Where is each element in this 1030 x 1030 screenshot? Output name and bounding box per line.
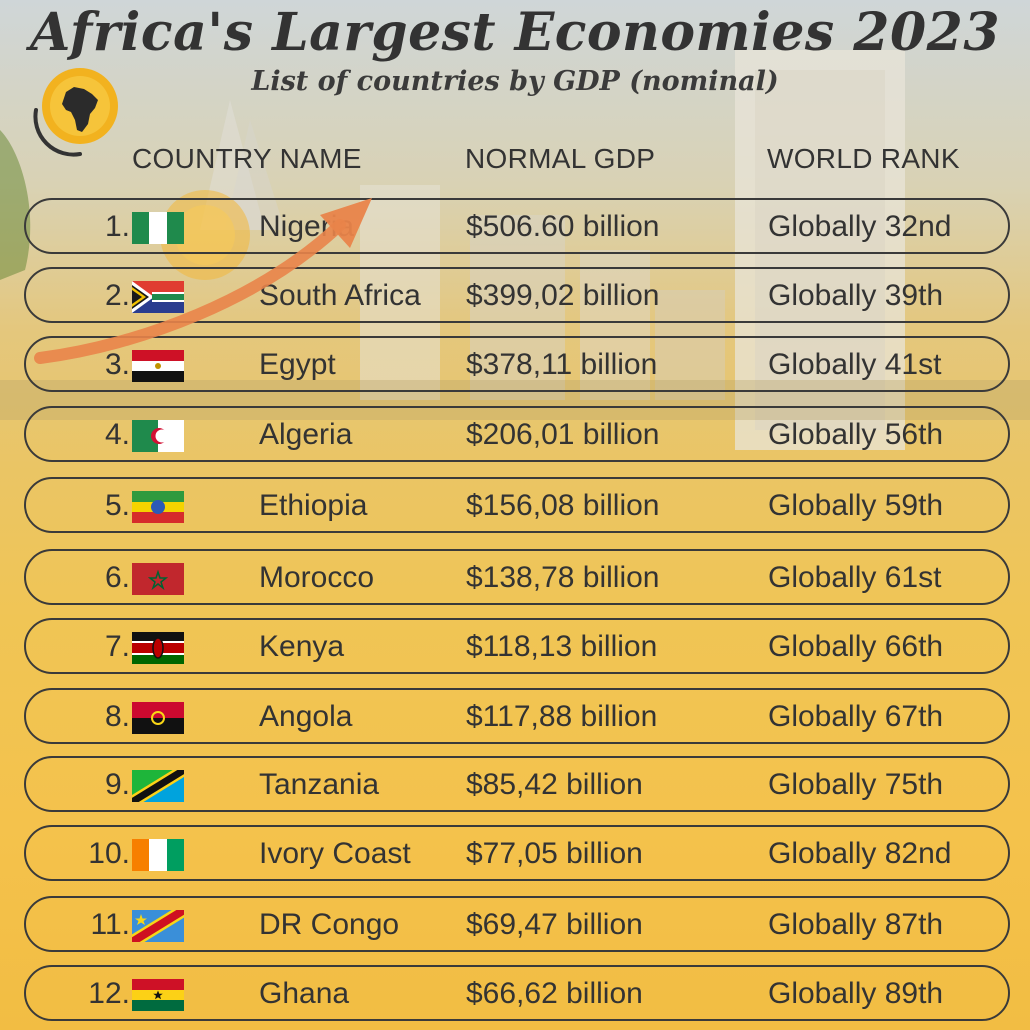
flag-egypt-icon [132,350,184,382]
world-rank: Globally 75th [768,768,944,801]
gdp-value: $118,13 billion [466,630,658,663]
rank-number: 9. [104,768,130,801]
world-rank: Globally 89th [768,977,944,1010]
country-name: South Africa [259,279,421,312]
table-row: 2. South Africa $399,02 billion Globally… [24,267,1010,323]
country-name: Kenya [259,630,345,663]
world-rank: Globally 66th [768,630,944,663]
rank-number: 4. [104,418,130,451]
header-country-name: COUNTRY NAME [132,143,362,174]
rank-number: 1. [104,210,130,243]
flag-kenya-icon [132,632,184,664]
table-row: 7. Kenya $118,13 billion Globally 66th [24,618,1010,674]
country-name: Ethiopia [259,489,368,522]
country-name: Ghana [259,977,350,1010]
flag-tanzania-icon [132,770,184,802]
world-rank: Globally 67th [768,700,944,733]
world-rank: Globally 32nd [768,210,952,243]
flag-algeria-icon [132,420,184,452]
table-row: 3. Egypt $378,11 billion Globally 41st [24,336,1010,392]
rank-number: 5. [104,489,130,522]
rank-number: 11. [90,908,130,941]
flag-ghana-icon [132,979,184,1011]
rank-number: 3. [104,348,130,381]
flag-south-africa-icon [132,281,184,313]
table-row: 4. Algeria $206,01 billion Globally 56th [24,406,1010,462]
rank-number: 12. [88,977,130,1010]
rank-number: 10. [88,837,130,870]
world-rank: Globally 59th [768,489,944,522]
gdp-value: $399,02 billion [466,279,660,312]
gdp-value: $77,05 billion [466,837,643,870]
page-subtitle: List of countries by GDP (nominal) [251,66,779,97]
country-name: Egypt [259,348,336,381]
page-title: Africa's Largest Economies 2023 [29,2,1001,63]
rank-number: 8. [104,700,130,733]
flag-nigeria-icon [132,212,184,244]
world-rank: Globally 56th [768,418,944,451]
table-row: 9. Tanzania $85,42 billion Globally 75th [24,756,1010,812]
table-row: 11. DR Congo $69,47 billion Globally 87t… [24,896,1010,952]
country-name: DR Congo [259,908,400,941]
table-row: 6. Morocco $138,78 billion Globally 61st [24,549,1010,605]
rank-number: 2. [104,279,130,312]
country-name: Algeria [259,418,353,451]
header-normal-gdp: NORMAL GDP [465,143,656,174]
country-name: Ivory Coast [259,837,411,870]
gdp-value: $66,62 billion [466,977,643,1010]
world-rank: Globally 82nd [768,837,952,870]
flag-ethiopia-icon [132,491,184,523]
world-rank: Globally 61st [768,561,942,594]
table-row: 5. Ethiopia $156,08 billion Globally 59t… [24,477,1010,533]
gdp-value: $138,78 billion [466,561,660,594]
table-row: 10. Ivory Coast $77,05 billion Globally … [24,825,1010,881]
flag-morocco-icon [132,563,184,595]
africa-map-icon [33,68,118,157]
rank-number: 6. [104,561,130,594]
flag-angola-icon [132,702,184,734]
country-name: Morocco [259,561,375,594]
flag-dr-congo-icon [132,910,184,942]
gdp-value: $378,11 billion [466,348,658,381]
gdp-value: $85,42 billion [466,768,643,801]
country-name: Angola [259,700,353,733]
table-row: 8. Angola $117,88 billion Globally 67th [24,688,1010,744]
flag-ivory-coast-icon [132,839,184,871]
gdp-value: $156,08 billion [466,489,660,522]
world-rank: Globally 87th [768,908,944,941]
gdp-value: $506.60 billion [466,210,660,243]
world-rank: Globally 41st [768,348,942,381]
gdp-value: $206,01 billion [466,418,660,451]
gdp-value: $117,88 billion [466,700,658,733]
header-world-rank: WORLD RANK [767,143,960,174]
country-name: Tanzania [259,768,380,801]
gdp-value: $69,47 billion [466,908,643,941]
rank-number: 7. [104,630,130,663]
world-rank: Globally 39th [768,279,944,312]
table-row: 12. Ghana $66,62 billion Globally 89th [24,965,1010,1021]
